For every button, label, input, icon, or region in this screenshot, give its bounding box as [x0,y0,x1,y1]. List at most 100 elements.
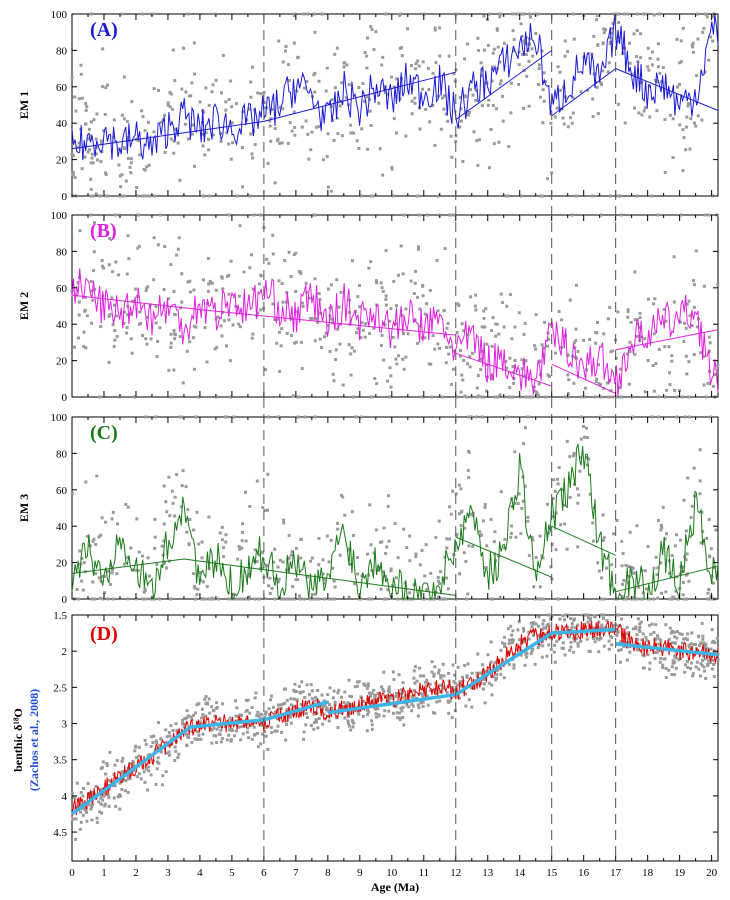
panel-d-sample-point [91,802,95,806]
panel-a-sample-point [541,121,545,125]
panel-d-sample-point [569,627,573,631]
panel-c-sample-point [659,561,663,565]
panel-a-sample-point [537,63,541,67]
panel-c-sample-point [631,566,635,570]
panel-a-sample-point [325,155,329,159]
panel-a-sample-point [333,52,337,56]
panel-a-sample-point [525,74,529,78]
panel-b-sample-point [461,378,465,382]
panel-c-sample-point [396,556,400,560]
panel-b-sample-point [259,273,263,277]
panel-b-sample-point [188,279,192,283]
panel-a-sample-point [527,59,531,63]
panel-b-sample-point [309,316,313,320]
panel-b-sample-point [265,257,269,261]
panel-b-sample-point [618,386,622,390]
panel-a-sample-point [287,79,291,83]
panel-b-sample-point [547,337,551,341]
panel-d-sample-point [362,682,366,686]
panel-b-sample-point [358,305,362,309]
panel-b-sample-point [108,313,112,317]
panel-b-sample-point [406,332,410,336]
panel-b-sample-point [169,395,173,399]
panel-b-sample-point [136,246,140,250]
panel-b-sample-point [318,337,322,341]
panel-d-sample-point [531,647,535,651]
panel-b-sample-point [599,213,603,217]
panel-b-sample-point [385,379,389,383]
panel-c-sample-point [115,572,119,576]
panel-d-sample-point [127,773,131,777]
panel-b-sample-point [216,315,220,319]
panel-c-sample-point [327,597,331,601]
panel-b-sample-point [359,336,363,340]
panel-d-sample-point [235,706,239,710]
panel-a-sample-point [413,96,417,100]
panel-b-sample-point [271,252,275,256]
panel-b-sample-point [394,357,398,361]
panel-c-sample-point [266,564,270,568]
panel-a-sample-point [181,46,185,50]
panel-d-sample-point [712,662,716,666]
panel-b-sample-point [293,341,297,345]
panel-a-sample-point [688,147,692,151]
panel-c-sample-point [408,534,412,538]
panel-b-sample-point [588,337,592,341]
panel-c-sample-point [195,510,199,514]
panel-a-sample-point [522,39,526,43]
panel-a-sample-point [475,139,479,143]
panel-d-sample-point [502,635,506,639]
panel-d-sample-point [547,623,551,627]
panel-d-sample-point [192,713,196,717]
panel-c-sample-point [466,592,470,596]
panel-d-sample-point [279,706,283,710]
panel-a-sample-point [156,88,160,92]
panel-d-sample-point [94,784,98,788]
panel-d-sample-point [438,683,442,687]
panel-d-sample-point [601,616,605,620]
panel-c-sample-point [95,474,99,478]
panel-a-sample-point [89,177,93,181]
panel-a-sample-point [433,143,437,147]
panel-c-sample-point [244,539,248,543]
panel-d-sample-point [164,751,168,755]
panel-b-sample-point [256,311,260,315]
panel-d-sample-point [615,631,619,635]
panel-b-sample-point [208,279,212,283]
panel-b-sample-point [388,366,392,370]
panel-a-sample-point [498,82,502,86]
panel-d-sample-point [620,617,624,621]
panel-d-sample-point [685,660,689,664]
panel-c-sample-point [449,512,453,516]
panel-d-sample-point [707,659,711,663]
panel-b-sample-point [508,293,512,297]
panel-d-sample-point [673,660,677,664]
panel-b-sample-point [608,305,612,309]
panel-c-sample-point [550,542,554,546]
panel-b-sample-point [175,253,179,257]
panel-d-sample-point [193,737,197,741]
panel-d-sample-point [461,675,465,679]
panel-d-sample-point [648,661,652,665]
panel-a-sample-point [381,173,385,177]
panel-d-sample-point [663,657,667,661]
panel-d-sample-point [210,728,214,732]
panel-d-sample-point [158,743,162,747]
panel-c-sample-point [277,577,281,581]
panel-a-sample-point [616,102,620,106]
panel-b-sample-point [657,395,661,399]
panel-c-sample-point [630,568,634,572]
panel-a-sample-point [416,59,420,63]
panel-c-sample-point [513,501,517,505]
panel-c-sample-point [608,583,612,587]
panel-d-sample-point [659,656,663,660]
panel-b-sample-point [460,373,464,377]
panel-d-sample-point [407,705,411,709]
panel-d-sample-point [212,726,216,730]
panel-d-sample-point [537,615,541,619]
panel-a-sample-point [151,12,155,16]
panel-b-sample-point [694,249,698,253]
panel-d-sample-point [382,690,386,694]
panel-d-sample-point [352,721,356,725]
panel-d-sample-point [288,715,292,719]
